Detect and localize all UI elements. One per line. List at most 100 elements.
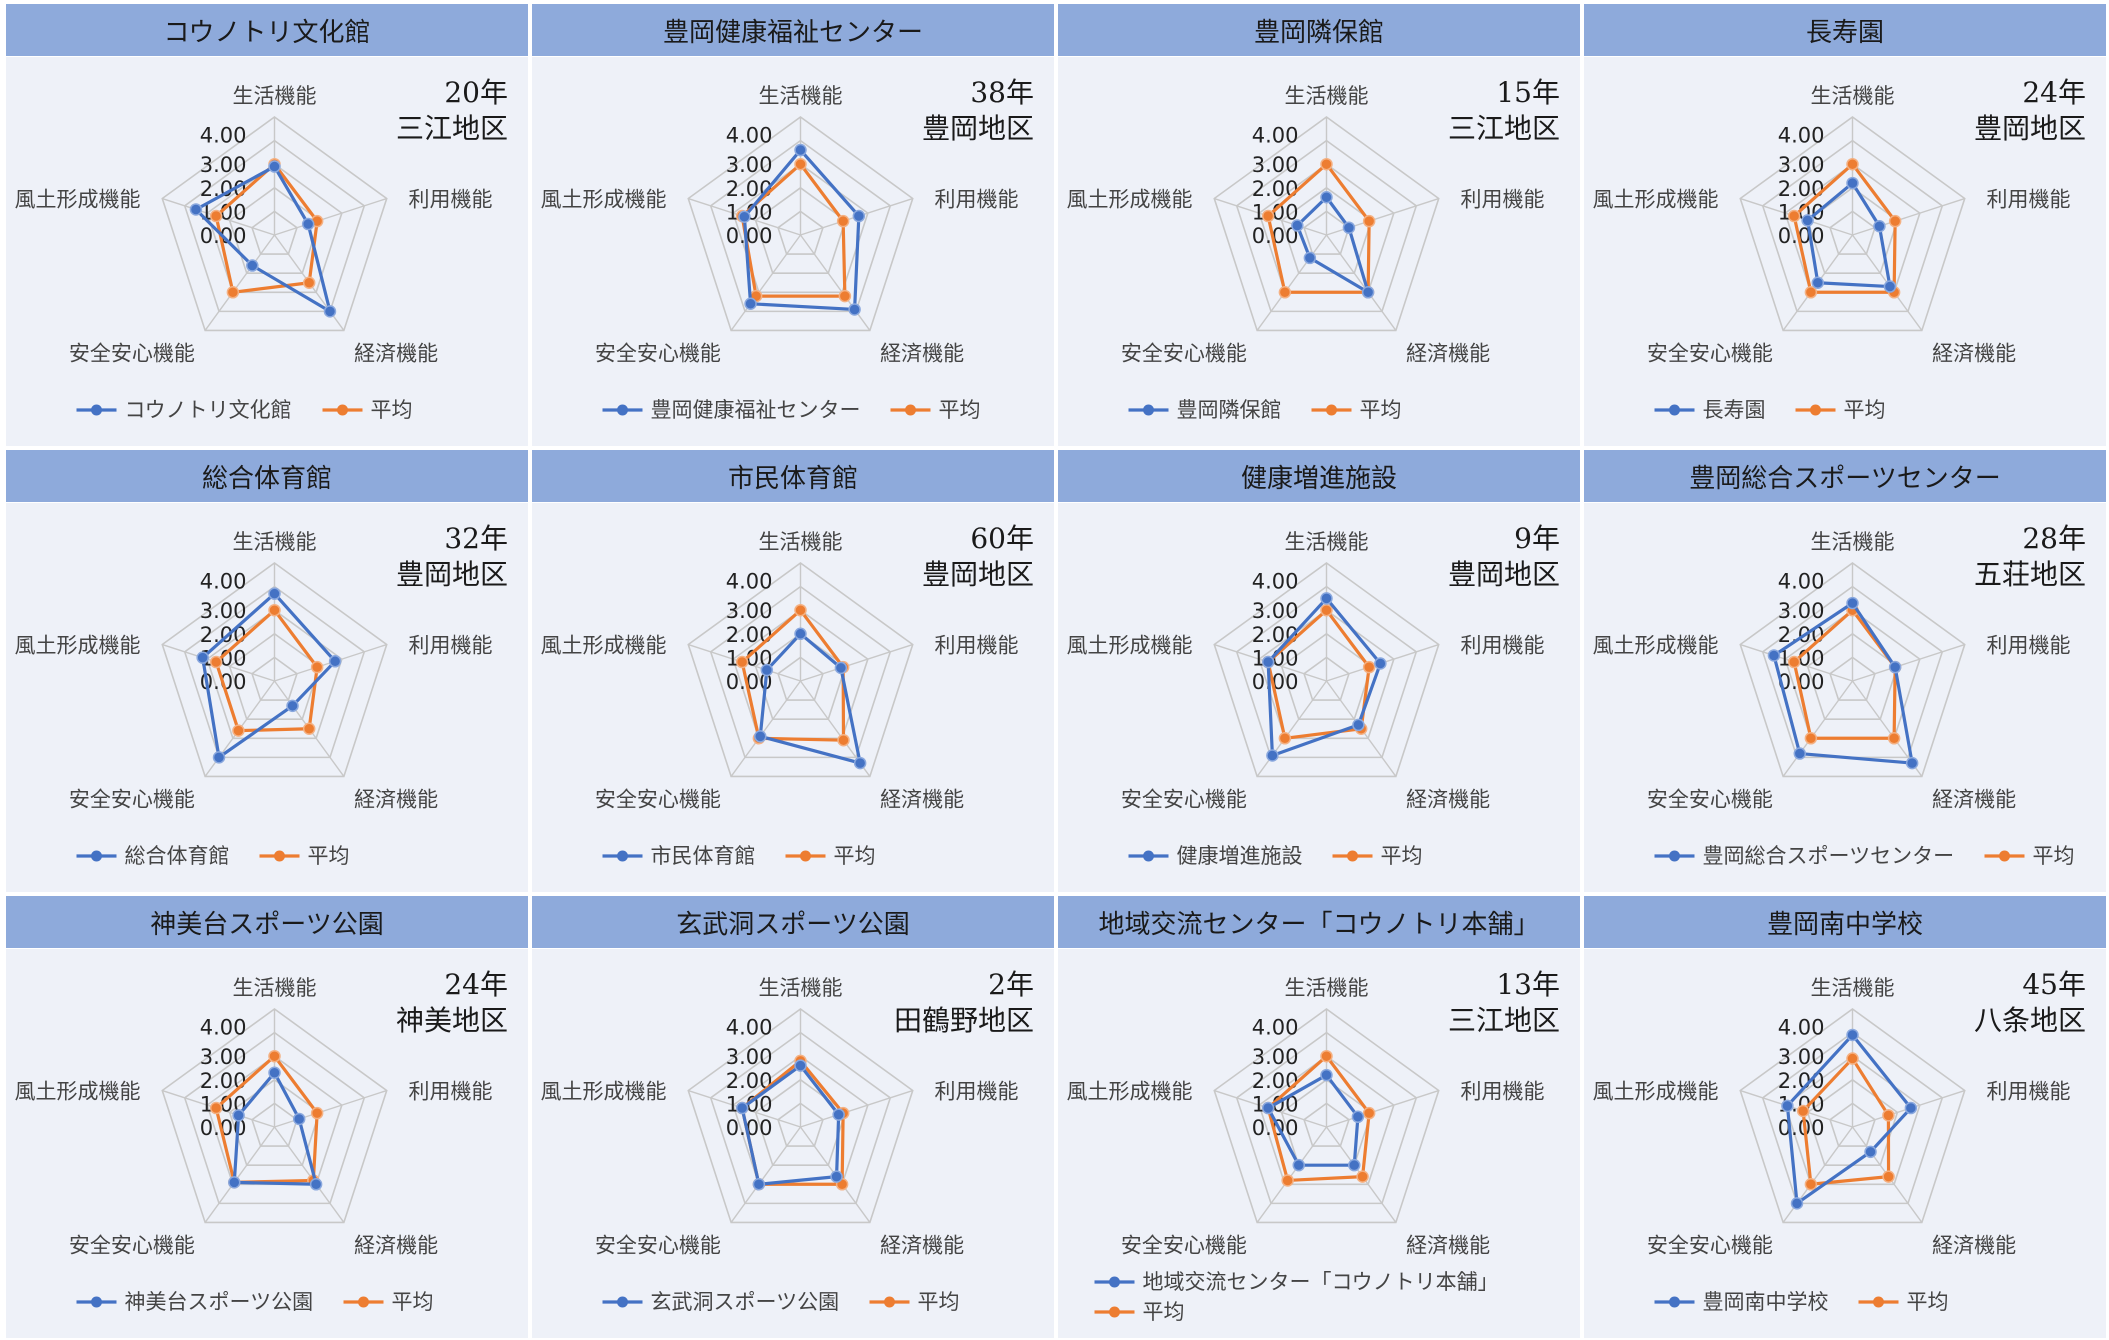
legend-entry: 平均 bbox=[1858, 1290, 1949, 1314]
data-point bbox=[228, 1176, 241, 1189]
facility-age: 32年 bbox=[444, 522, 508, 555]
data-point bbox=[735, 1101, 749, 1115]
data-point bbox=[301, 217, 315, 231]
legend-label: 豊岡総合スポーツセンター bbox=[1703, 844, 1955, 868]
legend-marker-icon bbox=[800, 850, 811, 862]
grid-ring bbox=[1739, 1008, 1966, 1224]
tick-label: 3.00 bbox=[726, 153, 773, 177]
facility-district: 豊岡地区 bbox=[395, 558, 508, 591]
axis-label: 安全安心機能 bbox=[1647, 788, 1773, 812]
grid-ring bbox=[206, 163, 343, 294]
axis-label: 生活機能 bbox=[1811, 530, 1895, 554]
grid-ring bbox=[1213, 562, 1440, 778]
legend-entry: 平均 bbox=[1094, 1300, 1185, 1324]
data-point bbox=[1352, 718, 1365, 732]
data-point bbox=[1342, 221, 1356, 234]
data-point bbox=[1796, 1104, 1810, 1118]
data-point bbox=[1261, 1101, 1275, 1115]
axis-label: 風土形成機能 bbox=[15, 1079, 141, 1103]
radar-chart: 4.003.002.001.000.00生活機能利用機能経済機能安全安心機能風土… bbox=[541, 84, 1019, 422]
data-point bbox=[1846, 596, 1859, 610]
legend-entry: 平均 bbox=[869, 1290, 960, 1314]
data-point bbox=[1888, 214, 1902, 228]
data-point bbox=[1767, 649, 1781, 662]
axis-label: 生活機能 bbox=[233, 84, 317, 108]
legend-marker-icon bbox=[884, 1296, 895, 1308]
data-point bbox=[196, 651, 209, 664]
chart-panel: コウノトリ文化館 4.00 3.00 2.00 1.00 0.00 生活機能 利用機能 経済機能… bbox=[6, 4, 528, 446]
legend-label: 平均 bbox=[371, 398, 413, 422]
tick-label: 1.00 bbox=[1778, 646, 1825, 670]
legend-label: 豊岡健康福祉センター bbox=[651, 398, 861, 422]
data-point bbox=[1882, 1170, 1895, 1183]
tick-label: 4.00 bbox=[200, 570, 247, 594]
data-point bbox=[246, 259, 259, 272]
axis-label: 生活機能 bbox=[759, 84, 843, 108]
chart-body: 4.00 3.00 2.00 1.00 0.00 生活機能 利用機能 経済機能 安全安心機能 風土… bbox=[1584, 503, 2106, 891]
chart-body: 4.00 3.00 2.00 1.00 0.00 生活機能 利用機能 経済機能 安全安心機能 風土… bbox=[1584, 949, 2106, 1337]
data-point bbox=[268, 603, 281, 617]
radar-chart: 4.003.002.001.000.00生活機能利用機能経済機能安全安心機能風土… bbox=[1593, 84, 2071, 422]
data-point bbox=[1356, 1170, 1369, 1183]
data-point bbox=[1787, 209, 1801, 223]
data-point bbox=[838, 289, 852, 303]
series-line bbox=[1266, 596, 1382, 758]
legend-marker-icon bbox=[91, 850, 102, 862]
series-line bbox=[1792, 162, 1897, 294]
axis-label: 生活機能 bbox=[233, 976, 317, 1000]
radar-chart: 4.003.002.001.000.00生活機能利用機能経済機能安全安心機能風土… bbox=[541, 530, 1019, 868]
chart-title: 豊岡健康福祉センター bbox=[532, 4, 1054, 57]
series-line bbox=[758, 632, 862, 765]
facility-age: 9年 bbox=[1514, 522, 1560, 555]
data-point bbox=[268, 1066, 281, 1079]
facility-district: 豊岡地区 bbox=[921, 558, 1034, 591]
tick-label: 0.00 bbox=[1778, 1116, 1825, 1140]
legend-marker-icon bbox=[1810, 404, 1821, 416]
axis-label: 安全安心機能 bbox=[1647, 1234, 1773, 1258]
axis-label: 風土形成機能 bbox=[1593, 1079, 1719, 1103]
data-point bbox=[1374, 657, 1387, 670]
tick-label: 1.00 bbox=[1252, 200, 1299, 224]
axis-label: 経済機能 bbox=[354, 788, 438, 812]
radar-chart: 4.003.002.001.000.00生活機能利用機能経済機能安全安心機能風土… bbox=[1067, 976, 1545, 1324]
legend-label: 平均 bbox=[834, 844, 876, 868]
chart-body: 4.00 3.00 2.00 1.00 0.00 生活機能 利用機能 経済機能 安全安心機能 風土… bbox=[6, 503, 528, 891]
data-point bbox=[794, 143, 807, 157]
grid-ring bbox=[183, 585, 366, 759]
chart-title: 総合体育館 bbox=[6, 450, 528, 503]
facility-age: 2年 bbox=[988, 968, 1034, 1001]
legend-entry: 平均 bbox=[343, 1290, 434, 1314]
chart-panel: 豊岡南中学校 4.00 3.00 2.00 1.00 0.00 生活機能 利用機能 経済機能 安全… bbox=[1584, 896, 2106, 1338]
series-line bbox=[214, 608, 319, 733]
data-point bbox=[738, 210, 751, 224]
legend-label: 平均 bbox=[1844, 398, 1886, 422]
series-line bbox=[232, 1071, 318, 1186]
radar-chart: 4.003.002.001.000.00生活機能利用機能経済機能安全安心機能風土… bbox=[1067, 84, 1545, 422]
legend-entry: 豊岡南中学校 bbox=[1654, 1290, 1829, 1314]
chart-title: 豊岡南中学校 bbox=[1584, 896, 2106, 949]
axis-label: 風土形成機能 bbox=[541, 1079, 667, 1103]
axis-label: 風土形成機能 bbox=[541, 187, 667, 211]
grid-spoke bbox=[204, 1126, 276, 1223]
data-point bbox=[302, 722, 316, 735]
legend-label: 平均 bbox=[1360, 398, 1402, 422]
axis-label: 経済機能 bbox=[1932, 1234, 2016, 1258]
grid-spoke bbox=[1256, 234, 1328, 331]
axis-label: 経済機能 bbox=[1406, 788, 1490, 812]
grid-spoke bbox=[730, 234, 802, 331]
grid-spoke bbox=[730, 680, 802, 777]
data-point bbox=[760, 663, 774, 677]
data-point bbox=[1864, 1145, 1877, 1159]
axis-label: 利用機能 bbox=[1987, 633, 2071, 657]
data-point bbox=[1320, 603, 1333, 617]
tick-label: 4.00 bbox=[200, 1016, 247, 1040]
chart-body: 4.00 3.00 2.00 1.00 0.00 生活機能 利用機能 経済機能 安全安心機能 風土… bbox=[532, 949, 1054, 1337]
chart-body: 4.00 3.00 2.00 1.00 0.00 生活機能 利用機能 経済機能 安全安心機能 風土… bbox=[6, 57, 528, 445]
tick-label: 4.00 bbox=[726, 124, 773, 148]
radar-chart: 4.003.002.001.000.00生活機能利用機能経済機能安全安心機能風土… bbox=[15, 84, 493, 422]
legend-label: 豊岡隣保館 bbox=[1177, 398, 1282, 422]
grid-ring bbox=[183, 139, 366, 313]
legend-marker-icon bbox=[1669, 1296, 1680, 1308]
legend-label: 玄武洞スポーツ公園 bbox=[651, 1290, 840, 1314]
data-point bbox=[1303, 251, 1317, 265]
